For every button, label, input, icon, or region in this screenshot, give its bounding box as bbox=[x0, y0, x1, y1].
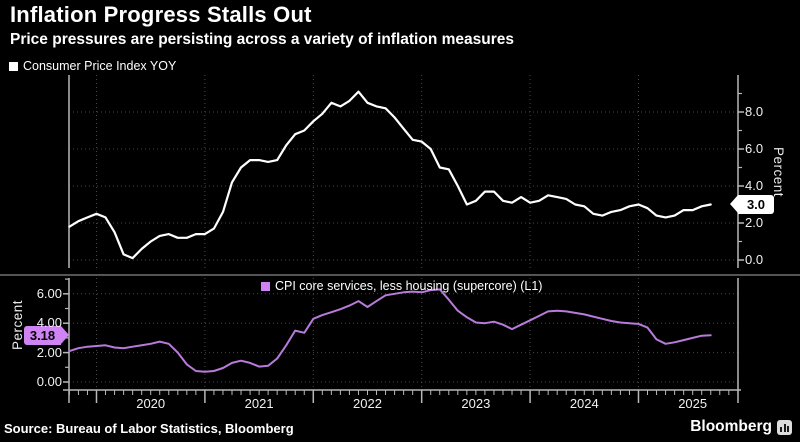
legend-swatch-supercore bbox=[261, 281, 270, 291]
y-axis-title-top: Percent bbox=[771, 147, 786, 198]
legend-label-supercore: CPI core services, less housing (superco… bbox=[275, 279, 543, 293]
x-axis-year-label: 2020 bbox=[136, 396, 166, 411]
x-axis-year-label: 2024 bbox=[569, 396, 599, 411]
bloomberg-logo: Bloomberg bbox=[690, 418, 792, 436]
last-value-badge-cpi-yoy: 3.0 bbox=[730, 195, 774, 214]
legend-item-cpi-yoy[interactable]: Consumer Price Index YOY bbox=[9, 59, 176, 73]
supercore-line bbox=[68, 288, 712, 373]
x-axis-year-label: 2025 bbox=[678, 396, 708, 411]
panel-separator bbox=[0, 274, 800, 276]
x-axis-year-label: 2022 bbox=[353, 396, 382, 411]
y-tick-label: 2.0 bbox=[745, 215, 764, 230]
y-tick-label: 8.0 bbox=[745, 104, 764, 119]
legend-item-supercore[interactable]: CPI core services, less housing (superco… bbox=[261, 279, 542, 293]
chart-title: Inflation Progress Stalls Out bbox=[10, 2, 312, 27]
y-tick-label: 6.0 bbox=[745, 141, 764, 156]
y-tick-label: 0.00 bbox=[36, 374, 62, 389]
x-axis-year-label: 2021 bbox=[244, 396, 274, 411]
legend-swatch-cpi-yoy bbox=[9, 61, 18, 71]
y-tick-label: 6.00 bbox=[36, 285, 62, 301]
x-axis-year-label: 2023 bbox=[461, 396, 491, 411]
y-tick-label: 4.0 bbox=[745, 178, 764, 193]
last-value-badge-supercore: 3.18 bbox=[24, 325, 69, 345]
source-note: Source: Bureau of Labor Statistics, Bloo… bbox=[4, 421, 294, 436]
cpi-yoy-line bbox=[68, 90, 712, 260]
legend-label-cpi-yoy: Consumer Price Index YOY bbox=[23, 59, 177, 73]
bloomberg-terminal-icon bbox=[777, 419, 792, 435]
y-tick-label: 2.00 bbox=[36, 344, 62, 360]
bloomberg-wordmark: Bloomberg bbox=[690, 418, 772, 435]
y-tick-label: 4.00 bbox=[36, 315, 62, 331]
chart-subtitle: Price pressures are persisting across a … bbox=[10, 31, 514, 48]
y-tick-label: 0.0 bbox=[745, 252, 764, 267]
